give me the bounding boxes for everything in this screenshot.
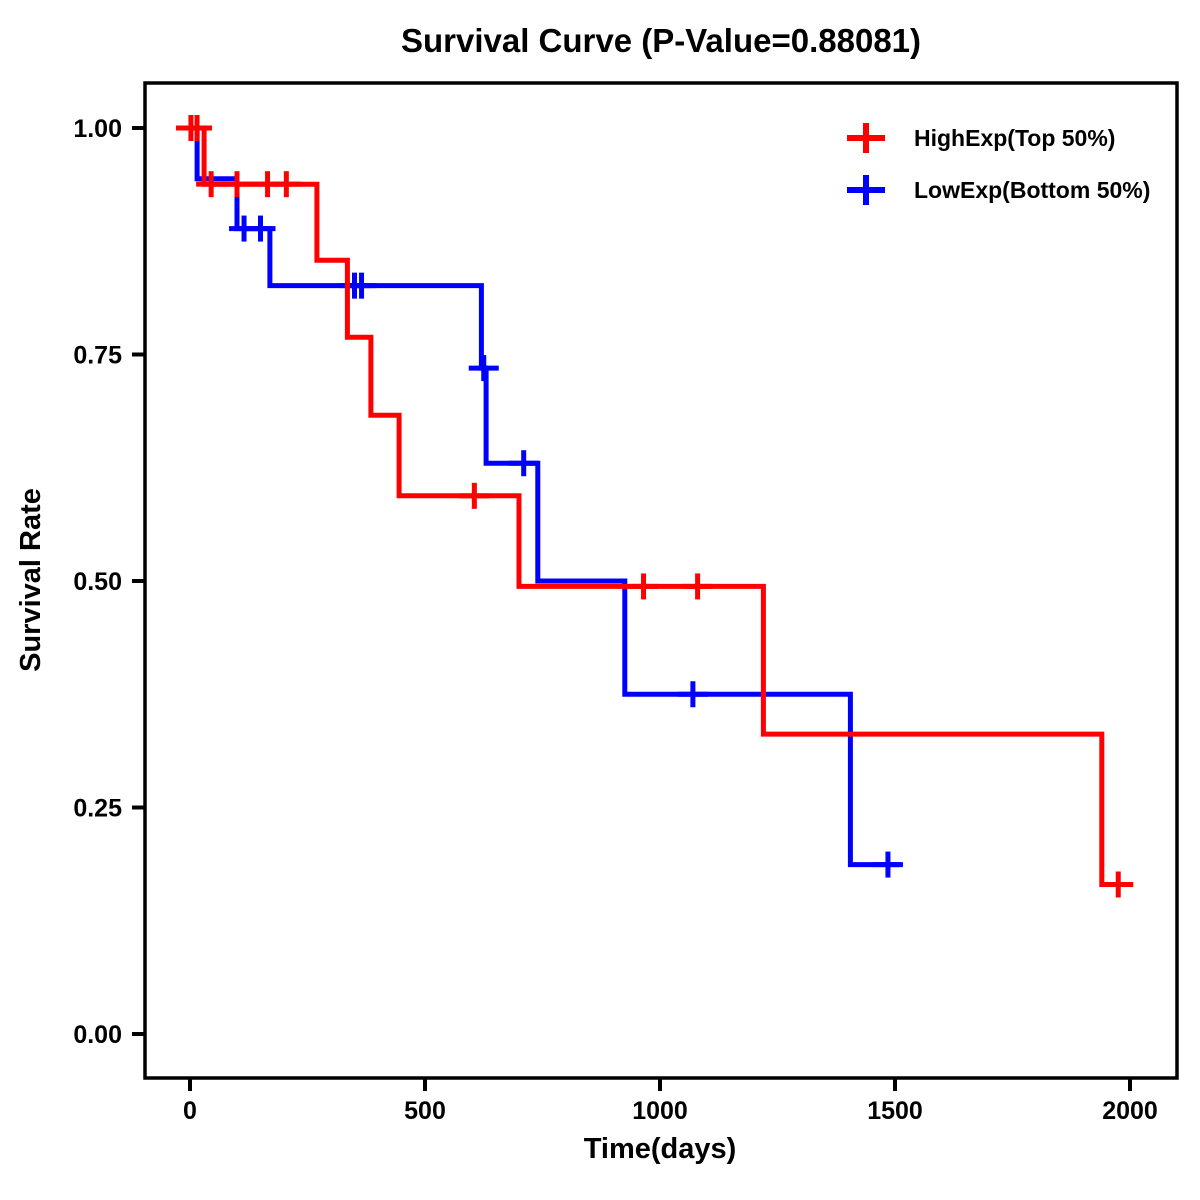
legend-layer: HighExp(Top 50%) LowExp(Bottom 50%) — [847, 123, 1150, 205]
y-axis-tick-label: 0.50 — [73, 568, 122, 596]
x-axis-tick-label: 1000 — [632, 1097, 688, 1125]
legend-label: HighExp(Top 50%) — [914, 125, 1115, 151]
legend-label: LowExp(Bottom 50%) — [914, 177, 1150, 203]
y-axis-tick-label: 0.00 — [73, 1021, 122, 1049]
axis-tick-layer: 1.00 0.75 0.50 0.25 0.00 0 500 1000 1500 2000 — [73, 115, 1157, 1125]
y-axis-tick-label: 0.25 — [73, 795, 122, 823]
y-axis-label: Survival Rate — [15, 488, 47, 672]
chart-title: Survival Curve (P-Value=0.88081) — [401, 22, 921, 59]
y-axis-tick-label: 0.75 — [73, 342, 122, 370]
x-axis-label: Time(days) — [584, 1133, 737, 1165]
x-axis-tick-label: 1500 — [867, 1097, 923, 1125]
survival-step-curve — [190, 125, 1130, 887]
x-axis-tick-label: 500 — [404, 1097, 446, 1125]
series-layer — [175, 115, 1134, 898]
plot-frame — [143, 81, 1179, 1080]
x-axis-tick-label: 0 — [183, 1097, 197, 1125]
x-axis-tick-label: 2000 — [1102, 1097, 1158, 1125]
survival-step-curve — [190, 125, 900, 868]
y-axis-tick-label: 1.00 — [73, 115, 122, 143]
plot-frame-layer — [143, 81, 1179, 1080]
